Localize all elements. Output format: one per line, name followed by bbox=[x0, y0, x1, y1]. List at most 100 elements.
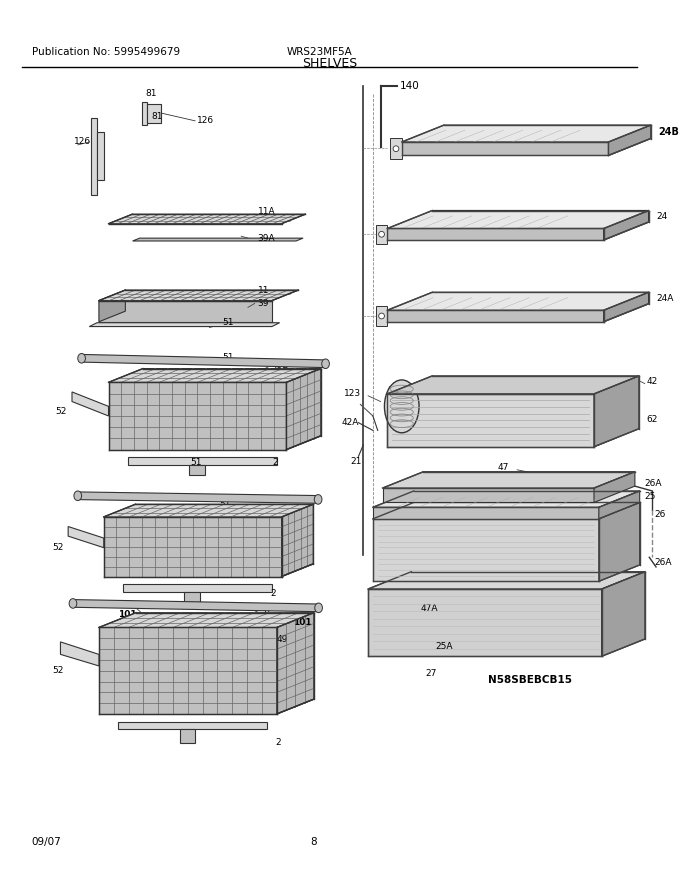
Polygon shape bbox=[368, 572, 645, 589]
Polygon shape bbox=[383, 472, 635, 488]
Ellipse shape bbox=[78, 354, 86, 363]
Polygon shape bbox=[109, 382, 286, 450]
Text: 8: 8 bbox=[310, 837, 317, 847]
Polygon shape bbox=[99, 301, 272, 322]
Polygon shape bbox=[599, 502, 640, 582]
Polygon shape bbox=[388, 292, 649, 311]
Text: 24: 24 bbox=[656, 212, 668, 221]
Polygon shape bbox=[184, 592, 200, 602]
Text: 39A: 39A bbox=[258, 233, 275, 243]
Polygon shape bbox=[388, 437, 617, 447]
Text: 62: 62 bbox=[647, 415, 658, 424]
Polygon shape bbox=[118, 722, 267, 730]
Text: 51: 51 bbox=[190, 458, 202, 466]
Text: 42: 42 bbox=[647, 378, 658, 386]
Polygon shape bbox=[604, 210, 649, 240]
Text: 51: 51 bbox=[260, 606, 272, 616]
Circle shape bbox=[97, 140, 101, 144]
Text: 49B: 49B bbox=[272, 361, 290, 370]
Polygon shape bbox=[72, 392, 109, 416]
Text: 81: 81 bbox=[152, 112, 163, 121]
Ellipse shape bbox=[74, 491, 82, 501]
Polygon shape bbox=[282, 504, 313, 576]
Ellipse shape bbox=[69, 598, 77, 608]
Text: 09/07: 09/07 bbox=[31, 837, 61, 847]
Polygon shape bbox=[104, 504, 313, 517]
Polygon shape bbox=[373, 507, 599, 519]
Text: 126: 126 bbox=[74, 137, 91, 146]
Polygon shape bbox=[373, 491, 640, 507]
Text: N58SBEBCB15: N58SBEBCB15 bbox=[488, 675, 573, 686]
Ellipse shape bbox=[322, 359, 329, 369]
Polygon shape bbox=[599, 491, 640, 519]
Circle shape bbox=[393, 146, 399, 151]
Text: 24B: 24B bbox=[658, 127, 679, 136]
Text: 52: 52 bbox=[52, 666, 63, 675]
Polygon shape bbox=[594, 376, 639, 447]
Polygon shape bbox=[133, 238, 303, 241]
Circle shape bbox=[379, 313, 384, 319]
Polygon shape bbox=[402, 142, 609, 156]
Text: 26A: 26A bbox=[645, 479, 662, 488]
Polygon shape bbox=[602, 572, 645, 656]
Ellipse shape bbox=[315, 603, 322, 612]
Text: 101: 101 bbox=[118, 611, 137, 620]
Polygon shape bbox=[376, 224, 388, 244]
Text: 26: 26 bbox=[654, 510, 666, 519]
Polygon shape bbox=[109, 369, 321, 382]
Text: 51: 51 bbox=[222, 353, 233, 362]
Text: 25: 25 bbox=[645, 492, 656, 502]
Text: 52: 52 bbox=[56, 407, 67, 415]
Circle shape bbox=[379, 231, 384, 237]
Text: WRS23MF5A: WRS23MF5A bbox=[286, 47, 352, 56]
Polygon shape bbox=[99, 612, 313, 627]
Text: 39: 39 bbox=[258, 299, 269, 308]
Text: 126: 126 bbox=[197, 116, 214, 125]
Polygon shape bbox=[73, 599, 319, 612]
Polygon shape bbox=[142, 101, 147, 125]
Ellipse shape bbox=[314, 495, 322, 504]
Text: 11A: 11A bbox=[258, 207, 275, 216]
Polygon shape bbox=[388, 229, 604, 240]
Polygon shape bbox=[99, 290, 125, 322]
Text: 51: 51 bbox=[222, 319, 233, 327]
Polygon shape bbox=[147, 104, 161, 122]
Text: 26A: 26A bbox=[654, 558, 672, 567]
Polygon shape bbox=[388, 376, 639, 394]
Polygon shape bbox=[388, 311, 604, 322]
Text: 123: 123 bbox=[344, 389, 361, 399]
Text: 101: 101 bbox=[293, 618, 311, 627]
Polygon shape bbox=[99, 290, 299, 301]
Text: 2: 2 bbox=[270, 590, 275, 598]
Text: 49: 49 bbox=[277, 635, 288, 644]
Text: Publication No: 5995499679: Publication No: 5995499679 bbox=[31, 47, 180, 56]
Text: 27: 27 bbox=[426, 669, 437, 678]
Text: SHELVES: SHELVES bbox=[302, 56, 357, 70]
Polygon shape bbox=[128, 458, 277, 465]
Text: 2: 2 bbox=[272, 458, 277, 466]
Text: 24A: 24A bbox=[656, 294, 674, 303]
Text: 21: 21 bbox=[351, 457, 362, 466]
Text: 11: 11 bbox=[258, 287, 269, 296]
Text: 97: 97 bbox=[388, 385, 399, 394]
Text: 47A: 47A bbox=[421, 604, 439, 612]
Text: 52: 52 bbox=[52, 543, 63, 552]
Ellipse shape bbox=[384, 380, 419, 433]
Polygon shape bbox=[604, 292, 649, 322]
Text: 49B: 49B bbox=[275, 495, 292, 504]
Polygon shape bbox=[89, 323, 279, 326]
Text: 51: 51 bbox=[219, 500, 231, 509]
Polygon shape bbox=[123, 584, 272, 592]
Polygon shape bbox=[376, 306, 388, 326]
Circle shape bbox=[152, 106, 155, 110]
Polygon shape bbox=[78, 492, 318, 503]
Polygon shape bbox=[594, 472, 635, 502]
Polygon shape bbox=[61, 642, 99, 666]
Polygon shape bbox=[388, 394, 594, 447]
Polygon shape bbox=[390, 138, 402, 159]
Polygon shape bbox=[68, 526, 104, 547]
Circle shape bbox=[97, 159, 101, 163]
Polygon shape bbox=[383, 488, 594, 502]
Text: 25A: 25A bbox=[435, 642, 453, 651]
Text: 42A: 42A bbox=[341, 418, 358, 427]
